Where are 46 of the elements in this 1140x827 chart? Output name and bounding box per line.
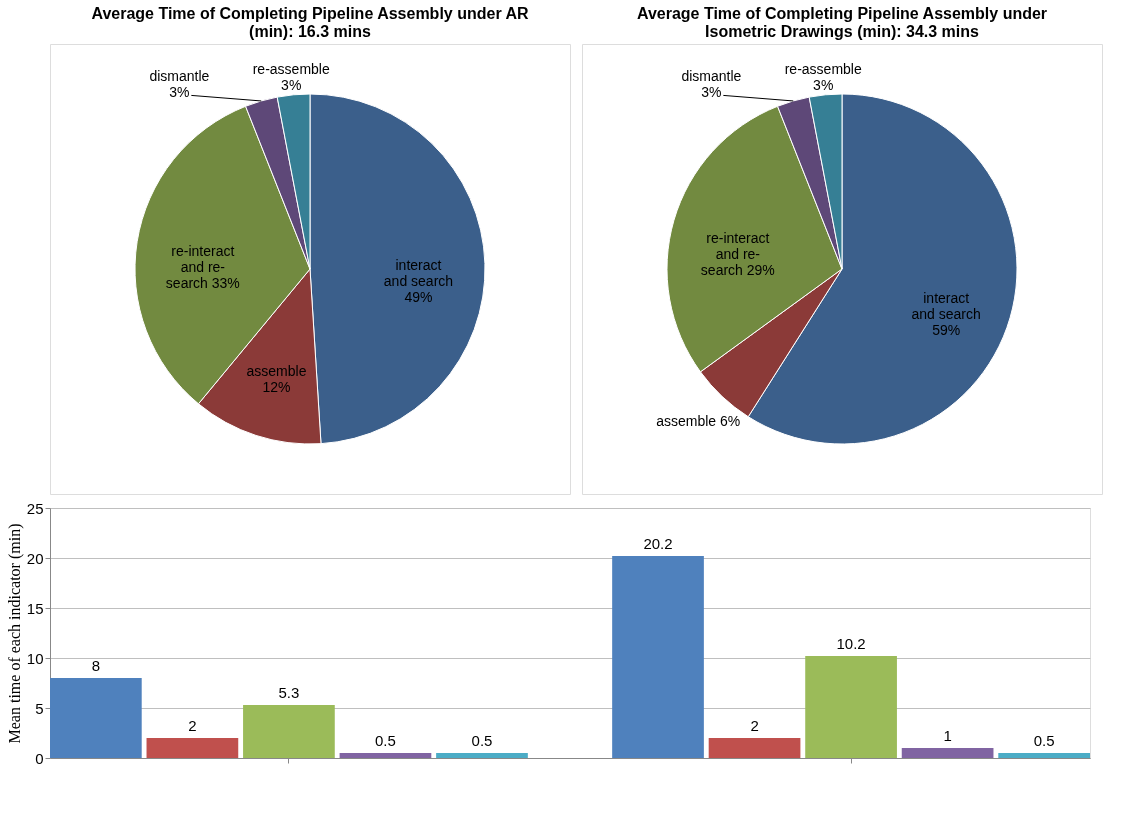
data-label: 2 <box>750 717 759 734</box>
data-label: 0.5 <box>471 732 493 749</box>
bar <box>339 753 432 758</box>
slice-label: re-assemble <box>252 61 330 78</box>
slice-label: assemble <box>246 363 307 380</box>
bar <box>50 678 142 758</box>
data-label: 20.2 <box>643 535 673 552</box>
bar <box>901 748 994 758</box>
slice-label: re-interact and re-search 29% <box>700 229 775 278</box>
data-label: 8 <box>91 657 101 674</box>
slice-label: dismantle <box>149 68 210 85</box>
slice-label: interact and search <box>911 290 981 323</box>
bar <box>436 753 528 758</box>
data-label: 3% <box>281 77 302 94</box>
y-tick-label: 15 <box>26 599 44 617</box>
data-label: 0.5 <box>1033 732 1055 749</box>
data-label: 5.3 <box>278 684 300 701</box>
slice-label: interact and search <box>383 256 454 289</box>
data-label: 49% <box>404 288 433 305</box>
y-tick-label: 25 <box>26 499 44 517</box>
data-label: 12% <box>262 379 291 396</box>
bar <box>708 738 801 758</box>
data-label: 3% <box>169 84 190 101</box>
bar <box>998 753 1090 758</box>
data-label: 10.2 <box>836 635 866 652</box>
data-label: 1 <box>943 727 952 744</box>
bar <box>612 556 704 758</box>
bar <box>243 705 335 758</box>
bar <box>146 738 239 758</box>
bar <box>805 656 897 758</box>
slice-label: assemble 6% <box>656 413 741 430</box>
y-tick-label: 0 <box>35 749 44 767</box>
y-tick-label: 5 <box>35 699 44 717</box>
data-label: 0.5 <box>375 732 396 749</box>
data-label: 59% <box>932 322 961 339</box>
data-label: 3% <box>701 84 722 101</box>
slice-label: re-interact and re-search 33% <box>165 243 240 292</box>
slice-label: dismantle <box>681 68 742 85</box>
chart-title: Average Time of Completing Pipeline Assembly under AR (min): 16.3 mins <box>91 5 530 40</box>
chart-title: Average Time of Completing Pipeline Assembly under Isometric Drawings (min): 34.3 mins <box>636 5 1048 40</box>
y-tick-label: 10 <box>26 649 44 667</box>
data-label: 2 <box>188 717 197 734</box>
data-label: 3% <box>813 77 834 94</box>
y-tick-label: 20 <box>26 549 44 567</box>
y-axis-title: Mean time of each indicator (min) <box>5 523 24 744</box>
slice-label: re-assemble <box>784 61 862 78</box>
